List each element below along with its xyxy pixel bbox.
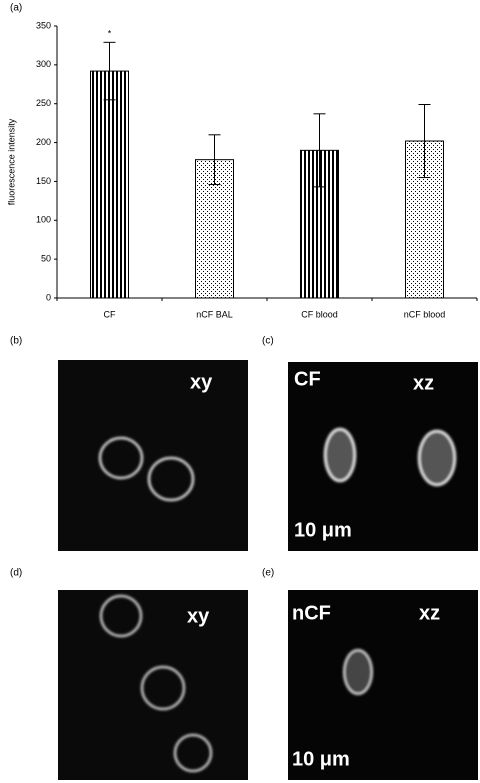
image-text: 10 μm (292, 748, 350, 770)
x-tick-label: CF (104, 309, 116, 319)
panel-label: (e) (262, 568, 274, 579)
cells (323, 427, 457, 487)
image-text: nCF (292, 602, 331, 624)
image-text: CF (294, 368, 321, 390)
cells (343, 649, 373, 695)
image-text: xy (190, 371, 213, 393)
micrograph (58, 590, 248, 780)
image-text: 10 μm (294, 519, 352, 541)
image-text: xz (413, 372, 434, 394)
micrograph (288, 590, 478, 780)
panel-label: (b) (10, 336, 22, 347)
y-tick-label: 0 (46, 292, 51, 302)
x-tick-label: CF blood (301, 309, 338, 319)
bar (90, 70, 129, 299)
annotation: * (108, 29, 112, 39)
y-tick-label: 350 (36, 20, 51, 30)
x-tick-label: nCF blood (404, 309, 446, 319)
y-axis-label: fluorescence intensity (6, 118, 16, 205)
image-text: xz (419, 602, 440, 624)
cells (99, 594, 213, 773)
micrograph (58, 360, 248, 551)
panel-label: (a) (10, 3, 22, 14)
y-tick-label: 300 (36, 59, 51, 69)
panel-label: (c) (262, 336, 274, 347)
cells (98, 436, 195, 502)
y-tick-label: 200 (36, 137, 51, 147)
image-text: xy (187, 605, 210, 627)
y-tick-label: 100 (36, 215, 51, 225)
y-tick-label: 150 (36, 176, 51, 186)
x-tick-label: nCF BAL (196, 309, 233, 319)
panel-label: (d) (10, 568, 22, 579)
y-tick-label: 250 (36, 98, 51, 108)
y-tick-label: 50 (41, 254, 51, 264)
